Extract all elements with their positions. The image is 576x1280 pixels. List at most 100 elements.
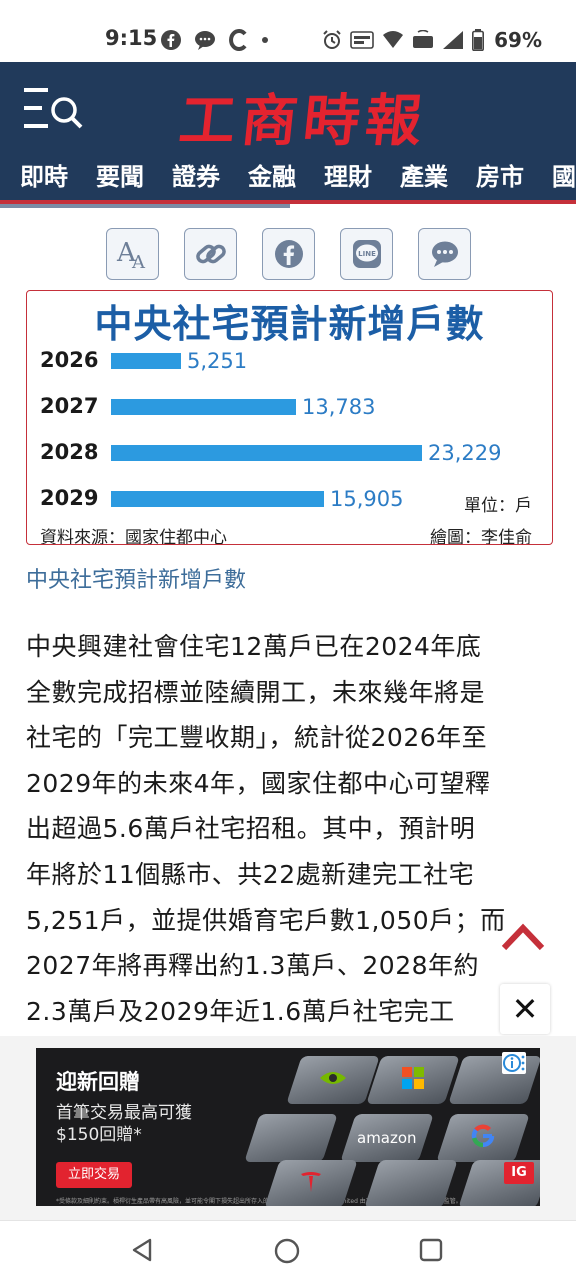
blank-tile	[364, 1160, 458, 1206]
line-icon: LINE	[352, 240, 381, 268]
signal-icon	[443, 31, 464, 49]
bar-category-label: 2026	[40, 348, 99, 372]
article-line: 2029年的未來4年，國家住都中心可望釋	[26, 768, 491, 798]
tab-real-estate[interactable]: 房市	[476, 163, 524, 191]
facebook-icon	[274, 240, 303, 268]
tab-scroll-indicator	[0, 204, 290, 208]
lte-icon	[413, 30, 434, 48]
article-line: 2.3萬戶及2029年近1.6萬戶社宅完工	[26, 996, 455, 1026]
share-facebook-button[interactable]	[262, 228, 315, 280]
site-logo[interactable]: 工商時報	[176, 88, 431, 154]
nav-divider	[0, 200, 576, 204]
home-icon[interactable]	[273, 1237, 301, 1265]
nvidia-tile	[286, 1056, 380, 1104]
bar-category-label: 2027	[40, 394, 99, 418]
bar	[111, 491, 324, 507]
bar-category-label: 2028	[40, 440, 99, 464]
font-size-icon: A A	[116, 238, 146, 271]
ad-container: 迎新回贈 首筆交易最高可獲 $150回贈* 立即交易 *受條款及細則約束。槓桿衍…	[0, 1036, 576, 1220]
back-to-top-button[interactable]	[500, 918, 546, 958]
ad-headline: 迎新回贈	[56, 1070, 140, 1094]
image-caption: 中央社宅預計新增戶數	[26, 568, 247, 593]
menu-search-icon[interactable]	[24, 86, 84, 130]
font-size-button[interactable]: A A	[106, 228, 159, 280]
amazon-logo: amazon	[357, 1129, 417, 1147]
tab-industry[interactable]: 產業	[400, 163, 448, 191]
svg-text:LINE: LINE	[358, 250, 376, 258]
blank-tile	[448, 1056, 540, 1104]
comment-icon	[431, 241, 458, 267]
comment-button[interactable]	[418, 228, 471, 280]
chart-credit: 繪圖：李佳俞	[430, 528, 532, 545]
ad-banner[interactable]: 迎新回贈 首筆交易最高可獲 $150回贈* 立即交易 *受條款及細則約束。槓桿衍…	[36, 1048, 540, 1206]
dot-icon	[262, 37, 268, 43]
article-line: 5,251戶，並提供婚育宅戶數1,050戶；而	[26, 905, 506, 935]
tab-headlines[interactable]: 要聞	[96, 163, 144, 191]
bar-value-label: 15,905	[330, 487, 404, 511]
wifi-icon	[383, 31, 404, 48]
facebook-icon	[161, 30, 181, 50]
tesla-tile	[264, 1160, 358, 1206]
svg-text:A: A	[131, 252, 146, 271]
link-icon	[195, 244, 226, 264]
app-header: 工商時報 即時 要聞 證券 金融 理財 產業 房市 國	[0, 62, 576, 204]
nvidia-logo-icon	[320, 1072, 346, 1084]
bar-value-label: 13,783	[302, 395, 376, 419]
auto-hd-icon	[350, 31, 374, 49]
bar-value-label: 5,251	[187, 349, 248, 373]
bar-value-label: 23,229	[428, 441, 502, 465]
bar	[111, 445, 422, 461]
article-line: 社宅的「完工豐收期」，統計從2026年至	[26, 723, 488, 753]
ad-text: 首筆交易最高可獲	[56, 1103, 192, 1123]
ad-text: $150回贈*	[56, 1125, 142, 1145]
tesla-logo-icon	[301, 1172, 321, 1192]
bar-category-label: 2029	[40, 486, 99, 510]
microsoft-logo-icon	[402, 1067, 424, 1089]
android-nav-bar	[0, 1220, 576, 1280]
ad-cta-button[interactable]: 立即交易	[56, 1162, 132, 1188]
share-line-button[interactable]: LINE	[340, 228, 393, 280]
bar	[111, 353, 181, 369]
google-tile	[436, 1114, 530, 1162]
bar	[111, 399, 296, 415]
battery-percent: 69%	[494, 28, 542, 52]
status-time: 9:15	[105, 26, 158, 50]
chart-title: 中央社宅預計新增戶數	[94, 302, 485, 346]
tab-wealth[interactable]: 理財	[324, 163, 372, 191]
article-line: 出超過5.6萬戶社宅招租。其中，預計明	[26, 814, 476, 844]
google-logo-icon	[471, 1124, 495, 1148]
chart-unit: 單位：戶	[464, 496, 532, 516]
amazon-tile: amazon	[340, 1114, 434, 1162]
blank-tile	[244, 1114, 338, 1162]
category-tabs: 即時 要聞 證券 金融 理財 產業 房市 國	[0, 158, 576, 196]
tab-realtime[interactable]: 即時	[20, 163, 68, 191]
status-bar: 9:15 69%	[0, 0, 576, 62]
tab-securities[interactable]: 證券	[172, 163, 220, 191]
recents-icon[interactable]	[419, 1238, 443, 1262]
copy-link-button[interactable]	[184, 228, 237, 280]
back-icon[interactable]	[130, 1237, 154, 1263]
tab-finance[interactable]: 金融	[248, 163, 296, 191]
article-body: 中央興建社會住宅12萬戶已在2024年底 全數完成招標並陸續開工，未來幾年將是 …	[26, 624, 556, 1034]
infographic-chart[interactable]: 中央社宅預計新增戶數 2026 5,251 2027 13,783 2028 23,229…	[26, 290, 553, 545]
share-toolbar: A A LINE	[106, 228, 471, 280]
article-line: 全數完成招標並陸續開工，未來幾年將是	[26, 677, 486, 707]
alarm-icon	[323, 30, 341, 49]
close-ad-button[interactable]: ✕	[500, 984, 550, 1034]
article-line: 2027年將再釋出約1.3萬戶、2028年約	[26, 951, 480, 981]
notification-icons	[160, 26, 270, 54]
c-icon	[229, 29, 247, 51]
system-icons: 69%	[322, 26, 542, 54]
article-line: 年將於11個縣市、共22處新建完工社宅	[26, 859, 475, 889]
chat-icon	[195, 31, 215, 50]
svg-text:A: A	[116, 238, 137, 268]
article-line: 中央興建社會住宅12萬戶已在2024年底	[26, 632, 482, 661]
ad-fine-print: *受條款及細則約束。槓桿衍生產品帶有高風險，並可能令閣下損失超出所存入的資金。I…	[56, 1198, 462, 1205]
ig-brand-badge: IG	[504, 1162, 534, 1184]
tab-international[interactable]: 國	[552, 163, 576, 191]
info-icon[interactable]	[502, 1052, 526, 1074]
chevron-up-icon	[501, 923, 545, 951]
microsoft-tile	[366, 1056, 460, 1104]
chart-source: 資料來源：國家住都中心	[40, 528, 227, 545]
battery-icon	[472, 29, 485, 51]
